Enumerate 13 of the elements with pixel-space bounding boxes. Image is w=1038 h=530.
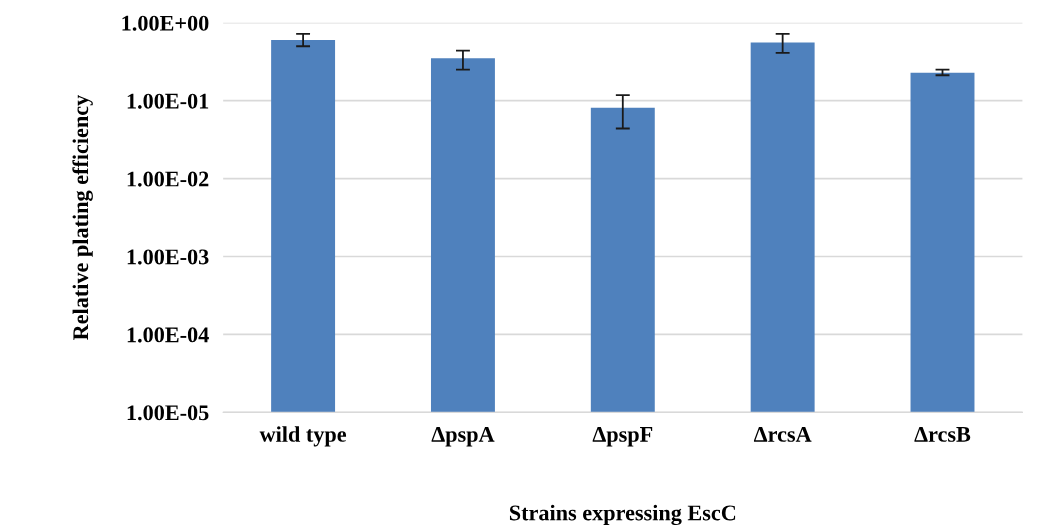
y-tick-label: 1.00E-02: [127, 171, 209, 187]
x-tick-label: ΔrcsB: [914, 426, 971, 442]
x-tick-label: ΔrcsA: [753, 426, 812, 442]
y-tick-label: 1.00E-01: [127, 93, 209, 109]
y-tick-label: 1.00E-05: [127, 405, 209, 421]
y-tick-label: 1.00E-03: [127, 249, 209, 265]
y-axis-title: Relative plating efficiency: [72, 94, 93, 340]
x-tick-label: wild type: [259, 426, 347, 447]
y-tick-label: 1.00E+00: [122, 15, 209, 31]
y-tick-label: 1.00E-04: [127, 327, 209, 343]
x-tick-label: ΔpspA: [431, 426, 495, 447]
x-tick-label: ΔpspF: [592, 426, 653, 447]
x-axis-title: Strains expressing EscC: [509, 504, 736, 526]
